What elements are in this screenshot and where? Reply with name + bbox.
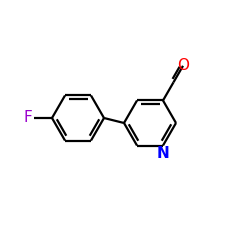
Text: O: O: [177, 58, 189, 73]
Text: N: N: [156, 146, 170, 160]
Text: F: F: [23, 110, 32, 126]
